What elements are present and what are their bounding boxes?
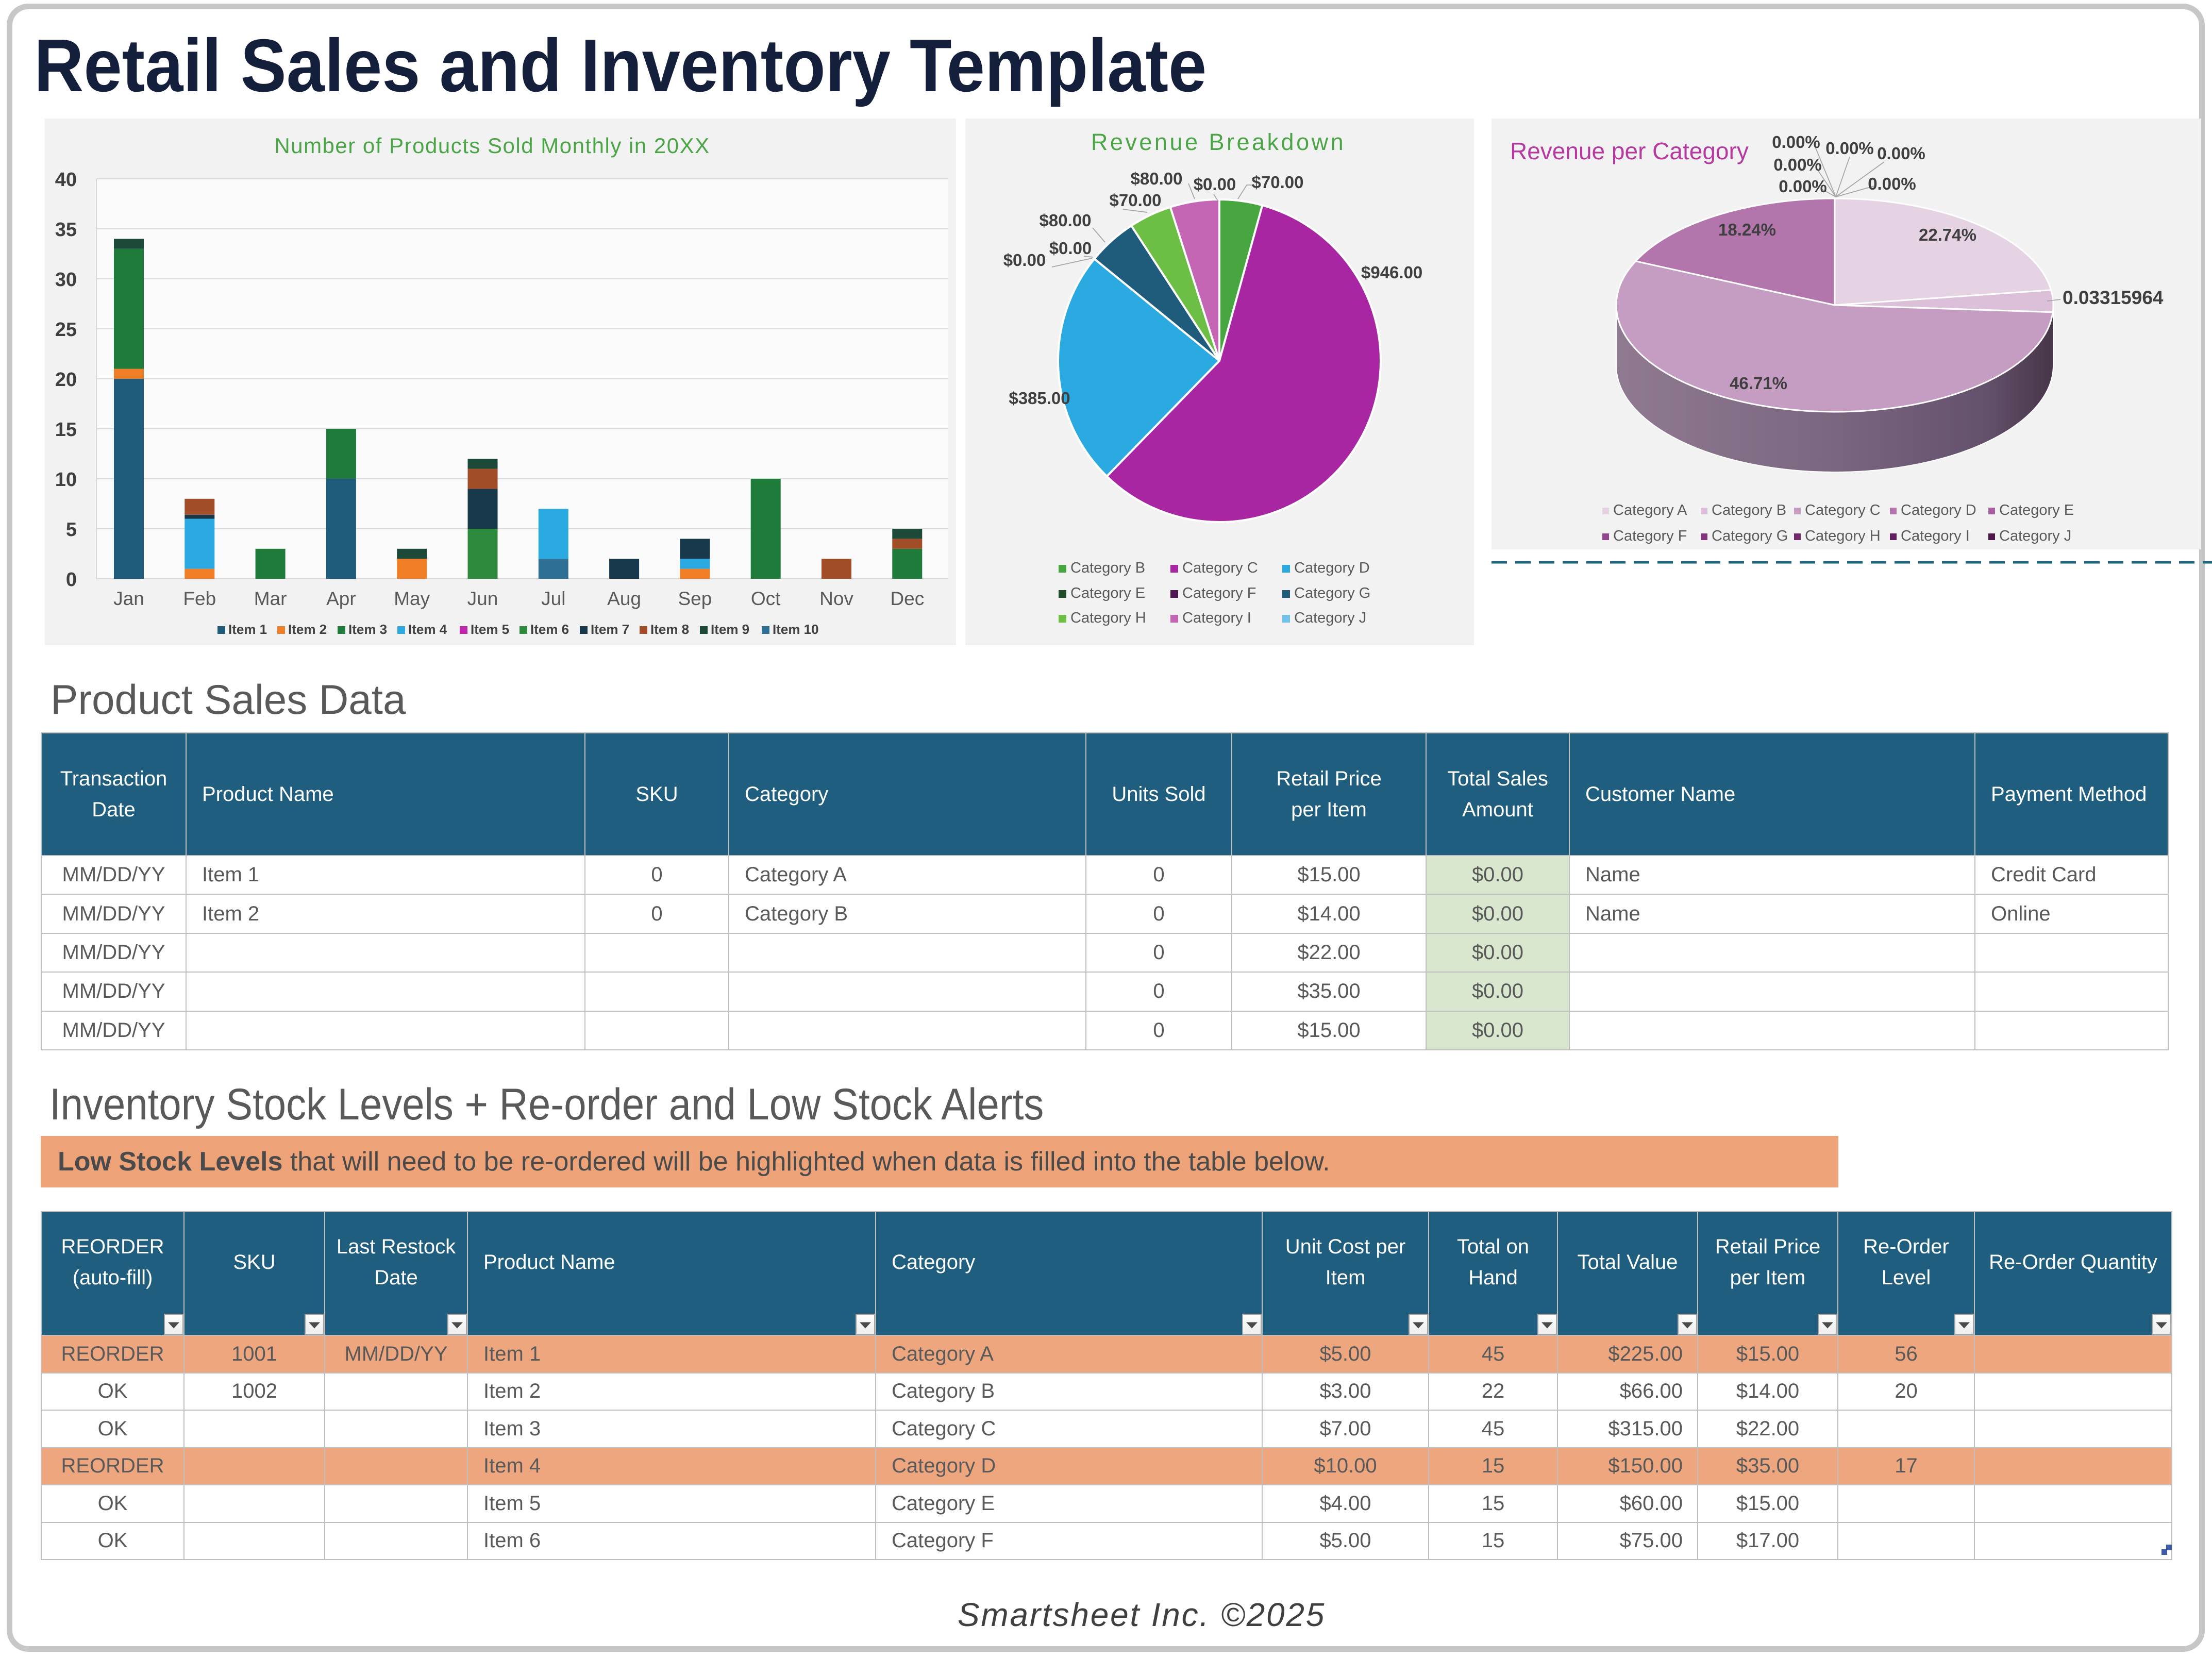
svg-text:Sep: Sep — [678, 588, 712, 609]
svg-text:Category G: Category G — [1294, 585, 1370, 601]
svg-text:Category I: Category I — [1182, 610, 1251, 626]
svg-text:Category E: Category E — [1070, 585, 1145, 601]
svg-text:Category J: Category J — [1999, 528, 2071, 544]
svg-text:15: 15 — [55, 419, 77, 441]
svg-text:Category H: Category H — [1070, 610, 1146, 626]
svg-text:Category H: Category H — [1805, 528, 1881, 544]
svg-text:Item 2: Item 2 — [288, 622, 327, 637]
svg-text:Item 6: Item 6 — [530, 622, 569, 637]
svg-text:Category J: Category J — [1294, 610, 1366, 626]
svg-text:Category C: Category C — [1182, 560, 1258, 576]
svg-text:Category G: Category G — [1712, 528, 1788, 544]
svg-text:Category A: Category A — [1613, 502, 1687, 518]
svg-text:0.00%: 0.00% — [1773, 155, 1822, 174]
svg-text:Category I: Category I — [1901, 528, 1970, 544]
svg-text:Mar: Mar — [254, 588, 287, 609]
svg-text:$0.00: $0.00 — [1194, 175, 1236, 194]
svg-text:Apr: Apr — [326, 588, 356, 609]
svg-text:0.00%: 0.00% — [1772, 132, 1820, 152]
svg-text:0.00%: 0.00% — [1877, 144, 1925, 163]
svg-text:$70.00: $70.00 — [1110, 191, 1162, 210]
svg-text:Item 9: Item 9 — [711, 622, 749, 637]
svg-text:$80.00: $80.00 — [1040, 211, 1092, 230]
svg-text:$0.00: $0.00 — [1003, 250, 1046, 270]
svg-text:Item 8: Item 8 — [650, 622, 689, 637]
svg-text:Jan: Jan — [113, 588, 144, 609]
svg-text:Item 4: Item 4 — [408, 622, 447, 637]
svg-text:5: 5 — [66, 519, 77, 541]
svg-text:25: 25 — [55, 319, 77, 341]
svg-text:Dec: Dec — [890, 588, 924, 609]
svg-text:Oct: Oct — [751, 588, 781, 609]
svg-text:Revenue Breakdown: Revenue Breakdown — [1091, 129, 1346, 155]
svg-text:$946.00: $946.00 — [1361, 263, 1422, 282]
svg-text:Category D: Category D — [1294, 560, 1370, 576]
svg-text:Revenue per Category: Revenue per Category — [1510, 138, 1749, 164]
svg-text:30: 30 — [55, 269, 77, 291]
svg-text:Jun: Jun — [467, 588, 498, 609]
svg-text:$80.00: $80.00 — [1131, 169, 1183, 188]
svg-text:Item 3: Item 3 — [348, 622, 387, 637]
svg-text:35: 35 — [55, 219, 77, 241]
svg-text:Category D: Category D — [1901, 502, 1976, 518]
svg-text:0: 0 — [66, 569, 77, 591]
svg-text:$0.00: $0.00 — [1049, 239, 1092, 258]
svg-text:46.71%: 46.71% — [1730, 374, 1787, 393]
svg-text:Category E: Category E — [1999, 502, 2074, 518]
svg-text:40: 40 — [55, 169, 77, 191]
svg-text:May: May — [394, 588, 430, 609]
svg-text:0.00%: 0.00% — [1868, 174, 1916, 193]
svg-text:22.74%: 22.74% — [1919, 225, 1976, 244]
svg-text:$385.00: $385.00 — [1009, 389, 1070, 408]
svg-text:Item 7: Item 7 — [591, 622, 629, 637]
svg-text:Number of Products Sold Monthl: Number of Products Sold Monthly in 20XX — [274, 133, 710, 158]
svg-text:Item 10: Item 10 — [773, 622, 819, 637]
svg-text:18.24%: 18.24% — [1718, 220, 1776, 239]
svg-text:0.03315964: 0.03315964 — [2063, 287, 2164, 308]
svg-text:Category F: Category F — [1613, 528, 1687, 544]
svg-text:0.00%: 0.00% — [1825, 139, 1874, 158]
svg-text:$70.00: $70.00 — [1252, 173, 1304, 192]
svg-text:Item 1: Item 1 — [228, 622, 267, 637]
svg-text:Category C: Category C — [1805, 502, 1881, 518]
svg-text:Item 5: Item 5 — [471, 622, 509, 637]
svg-text:20: 20 — [55, 369, 77, 391]
svg-text:0.00%: 0.00% — [1779, 177, 1827, 196]
svg-text:Aug: Aug — [607, 588, 641, 609]
svg-text:Jul: Jul — [541, 588, 565, 609]
svg-text:Nov: Nov — [819, 588, 853, 609]
svg-text:10: 10 — [55, 469, 77, 491]
svg-text:Category F: Category F — [1182, 585, 1256, 601]
svg-text:Category B: Category B — [1070, 560, 1145, 576]
svg-text:Feb: Feb — [183, 588, 216, 609]
svg-text:Category B: Category B — [1712, 502, 1786, 518]
